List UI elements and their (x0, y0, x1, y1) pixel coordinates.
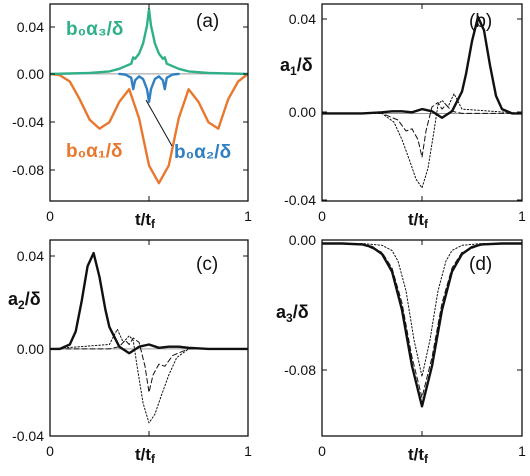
panel-label: (b) (469, 11, 492, 32)
x-tick-label: 0 (318, 208, 326, 224)
series-line-b03 (50, 7, 248, 76)
annotation-pointer (145, 99, 173, 147)
panel-d: 0.00 -0.08 0 1 t/tf a3/δ (d) (276, 232, 526, 466)
series-annotation-green: b₀α₃/δ (66, 19, 123, 40)
y-tick-label: 0.00 (17, 66, 44, 82)
series-line-b02 (118, 72, 180, 104)
x-tick-label: 0 (46, 443, 54, 459)
y-tick-label: 0.00 (289, 232, 316, 248)
series-line-solid-thick (322, 15, 522, 119)
panel-label: (a) (196, 11, 219, 32)
y-tick-label: -0.04 (284, 192, 316, 208)
x-tick-label: 1 (244, 208, 252, 224)
x-tick-label: 1 (244, 443, 252, 459)
x-tick-label: 0 (46, 208, 54, 224)
y-tick-label: -0.08 (12, 162, 44, 178)
x-tick-label: 0 (318, 443, 326, 459)
x-axis-label: t/tf (135, 210, 156, 231)
plot-frame (321, 3, 523, 202)
x-axis-label: t/tf (408, 210, 429, 231)
y-axis-label: a2/δ (8, 289, 41, 312)
series-group (322, 242, 522, 408)
series-line-dotted (50, 328, 248, 424)
y-axis-label: a3/δ (276, 302, 309, 325)
panel-label: (c) (196, 254, 218, 275)
panel-b: 0.04 0.00 -0.040 1 t/tf a1/δ (b) (280, 3, 526, 231)
series-group (322, 15, 522, 189)
series-group (50, 7, 248, 185)
series-line-solid-thick (50, 251, 248, 355)
series-line-solid-thick (322, 242, 522, 408)
y-tick-label: 0.00 (17, 341, 44, 357)
y-axis-label: a1/δ (280, 55, 313, 78)
panel-c: 0.04 0.00 -0.040 1 t/tf a2/δ (c) (8, 239, 252, 466)
panel-label: (d) (469, 254, 492, 275)
x-tick-label: 1 (518, 208, 526, 224)
x-axis-label: t/tf (135, 445, 156, 466)
y-tick-label: -0.04 (12, 114, 44, 130)
y-tick-label: 0.04 (289, 11, 316, 27)
series-line-dashed (322, 243, 522, 398)
x-axis-label: t/tf (408, 445, 429, 466)
series-line-dotted (322, 243, 522, 377)
panel-a: 0.04 0.00 -0.04 -0.08 0 1 t/tf (a) (12, 3, 252, 231)
series-line-b01 (50, 72, 248, 185)
plot-frame (49, 239, 249, 437)
series-annotation-orange: b₀α₁/δ (66, 141, 123, 162)
y-tick-label: 0.00 (289, 104, 316, 120)
y-tick-label: 0.04 (17, 19, 44, 35)
series-line-dotted (322, 93, 522, 189)
series-group (50, 251, 248, 424)
y-tick-label: -0.04 (12, 428, 44, 444)
x-tick-label: 1 (518, 443, 526, 459)
series-line-dashed (50, 337, 248, 393)
y-tick-label: 0.04 (17, 248, 44, 264)
series-line-dashed (322, 102, 522, 158)
y-tick-label: -0.08 (284, 362, 316, 378)
series-annotation-blue: b₀α₂/δ (174, 142, 231, 163)
